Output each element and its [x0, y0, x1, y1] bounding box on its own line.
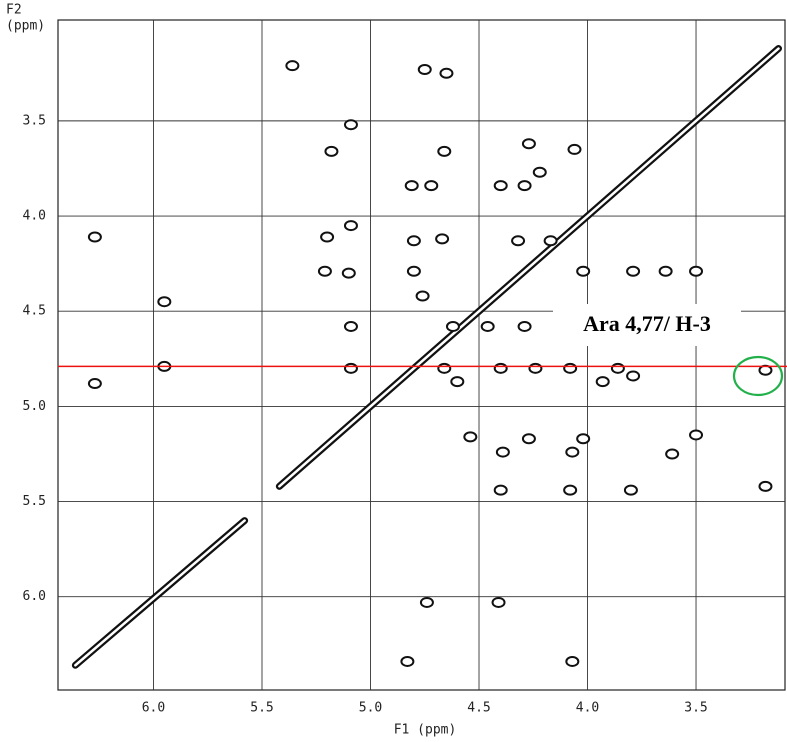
y-tick-label: 5.5 [23, 494, 46, 509]
cross-peak [758, 480, 773, 492]
cross-peak [521, 433, 536, 445]
annotation: Ara 4,77/ H-3 [583, 311, 711, 336]
cross-peak [563, 484, 578, 496]
cross-peak [87, 231, 102, 243]
cross-peak [157, 296, 172, 308]
cross-peak [320, 231, 335, 243]
x-tick-label: 5.0 [359, 701, 382, 716]
cross-peak [532, 166, 547, 178]
cross-peak [610, 362, 625, 374]
cross-peak [665, 448, 680, 460]
diagonal-inner [74, 47, 780, 667]
cross-peak [424, 180, 439, 192]
highlight-circle [732, 355, 784, 397]
cross-peak [576, 265, 591, 277]
x-tick-label: 3.5 [684, 701, 707, 716]
y-axis-label: (ppm) [6, 19, 45, 34]
cross-peak [343, 362, 358, 374]
cross-peak [689, 429, 704, 441]
y-axis-label: F2 [6, 3, 22, 18]
cross-peak [439, 67, 454, 79]
cross-peak [480, 320, 495, 332]
cross-peak [437, 145, 452, 157]
cross-peak [689, 265, 704, 277]
cross-peak [463, 431, 478, 443]
cross-peak [404, 180, 419, 192]
cross-peak [285, 60, 300, 72]
y-tick-label: 4.5 [23, 304, 46, 319]
cross-peak [626, 265, 641, 277]
cross-peak [317, 265, 332, 277]
cross-peak [563, 362, 578, 374]
y-tick-label: 3.5 [23, 113, 46, 128]
x-tick-label: 4.5 [467, 701, 490, 716]
cross-peak [415, 290, 430, 302]
cross-peak [565, 446, 580, 458]
y-tick-label: 6.0 [23, 589, 46, 604]
y-tick-label: 5.0 [23, 399, 46, 414]
y-tick-label: 4.0 [23, 209, 46, 224]
cross-peak [435, 233, 450, 245]
cross-peak [495, 446, 510, 458]
cross-peak [543, 235, 558, 247]
cross-peak [341, 267, 356, 279]
cross-peak [324, 145, 339, 157]
annotation-box [553, 304, 741, 346]
cross-peak [406, 235, 421, 247]
cross-peak [511, 235, 526, 247]
cross-peak [521, 138, 536, 150]
cross-peak [565, 655, 580, 667]
cross-peak [343, 220, 358, 232]
cross-peak [626, 370, 641, 382]
cross-peak [343, 119, 358, 131]
cross-peak [491, 596, 506, 608]
cross-peak [576, 433, 591, 445]
cross-peak [493, 484, 508, 496]
cross-peak [417, 63, 432, 75]
cross-peak [517, 320, 532, 332]
x-tick-label: 6.0 [142, 701, 165, 716]
cross-peak [623, 484, 638, 496]
cross-peak [493, 362, 508, 374]
cross-peak [343, 320, 358, 332]
cross-peak [87, 378, 102, 390]
cross-peak [528, 362, 543, 374]
cross-peak [450, 376, 465, 388]
cross-peak [445, 320, 460, 332]
cross-peak [517, 180, 532, 192]
cross-peak [567, 143, 582, 155]
cross-peak [406, 265, 421, 277]
x-tick-label: 5.5 [250, 701, 273, 716]
cross-peak [595, 376, 610, 388]
cross-peak [658, 265, 673, 277]
cross-peak [437, 362, 452, 374]
cross-peak [493, 180, 508, 192]
x-axis-label: F1 (ppm) [394, 723, 457, 738]
cross-peak [400, 655, 415, 667]
x-tick-label: 4.0 [576, 701, 599, 716]
plot-layer [58, 20, 787, 690]
cross-peak [419, 596, 434, 608]
